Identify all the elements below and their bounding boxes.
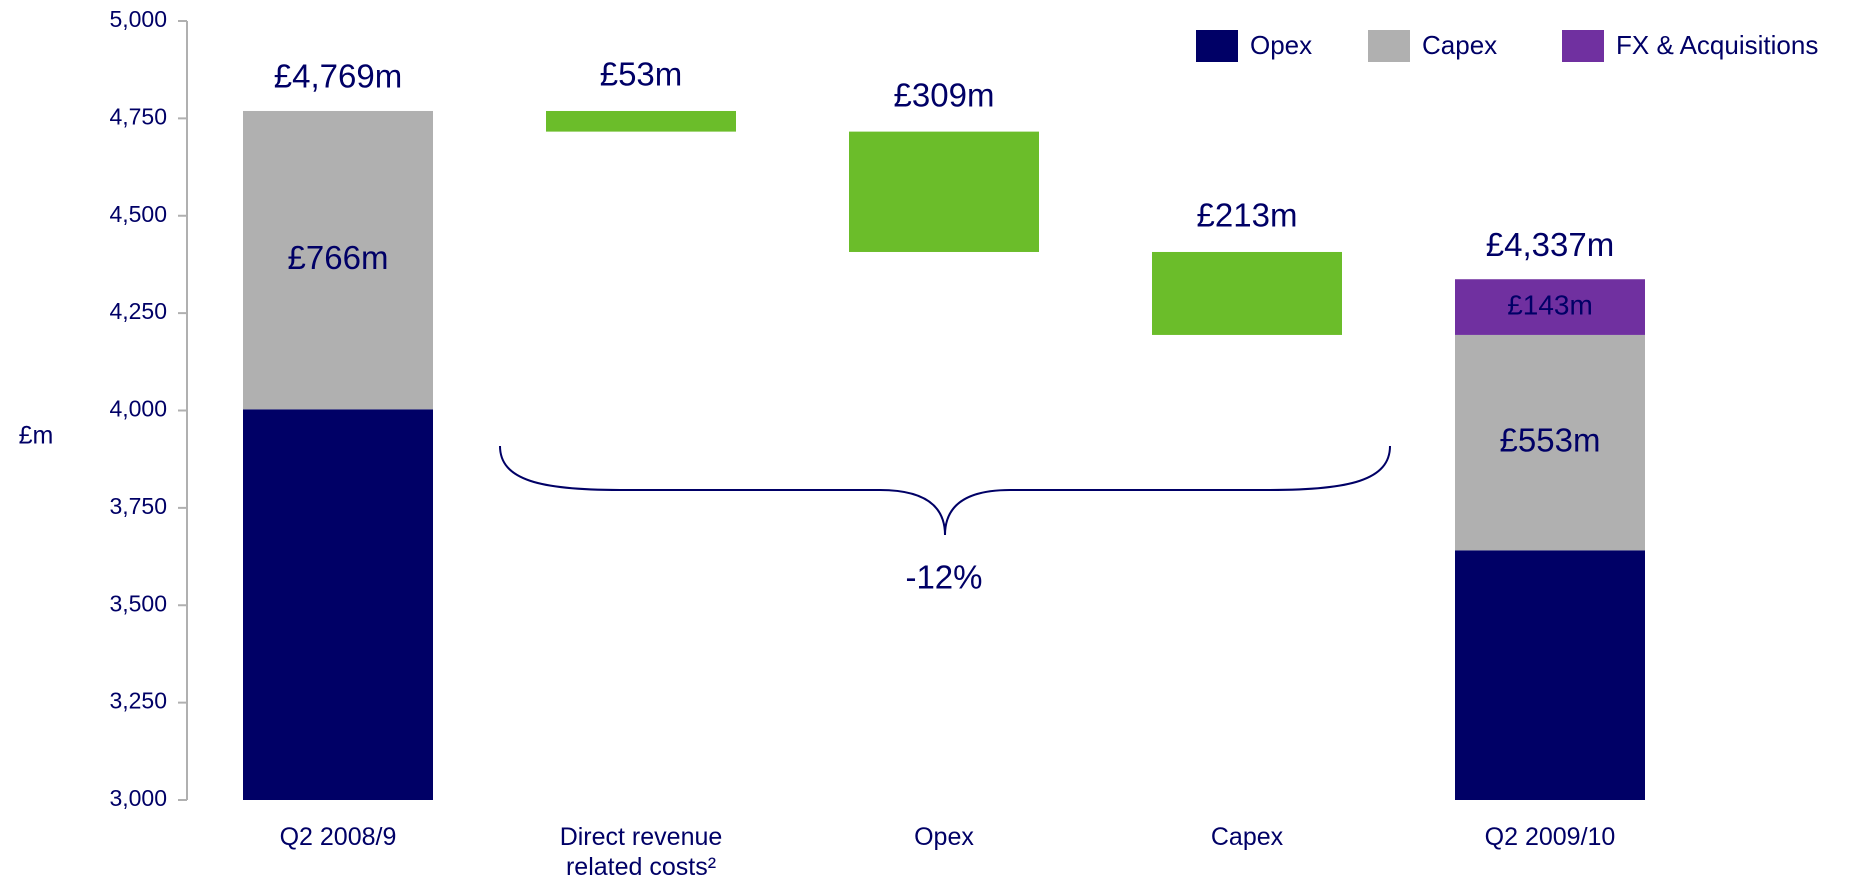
legend-swatch <box>1368 30 1410 62</box>
y-tick-label: 4,750 <box>109 103 167 129</box>
legend-swatch <box>1562 30 1604 62</box>
y-tick-label: 4,000 <box>109 396 167 422</box>
stack-segment <box>243 110 433 410</box>
change-bar <box>546 110 736 132</box>
y-tick-label: 3,000 <box>109 785 167 811</box>
y-tick-label: 5,000 <box>109 6 167 32</box>
legend-label: Capex <box>1422 30 1497 60</box>
x-tick-label: Opex <box>914 823 974 851</box>
y-tick-label: 4,250 <box>109 298 167 324</box>
y-tick-label: 3,750 <box>109 493 167 519</box>
y-tick-label: 3,500 <box>109 590 167 616</box>
legend-swatch <box>1196 30 1238 62</box>
x-tick-label: Capex <box>1210 823 1284 851</box>
segment-label: £553m <box>1500 421 1601 458</box>
change-bar <box>849 131 1039 252</box>
y-tick-label: 4,500 <box>109 201 167 227</box>
segment-label: £3,641m <box>1486 654 1614 691</box>
segment-label: £766m <box>288 239 389 276</box>
change-label: £309m <box>894 76 995 113</box>
stack-segment <box>1455 334 1645 551</box>
stack-segment <box>1455 279 1645 335</box>
y-axis-label: £m <box>19 422 54 450</box>
annotation: -12% <box>905 559 982 596</box>
segment-label: £4,003m <box>274 583 402 620</box>
change-label: £213m <box>1197 197 1298 234</box>
legend-label: Opex <box>1250 30 1312 60</box>
x-tick-label: Q2 2009/10 <box>1484 823 1616 851</box>
legend-label: FX & Acquisitions <box>1616 30 1818 60</box>
total-label: £4,769m <box>274 58 402 95</box>
stack-segment <box>243 409 433 800</box>
x-tick-label: Direct revenue related costs² <box>559 823 723 881</box>
x-tick-label: Q2 2008/9 <box>279 823 397 851</box>
stack-segment <box>1455 550 1645 800</box>
change-label: £53m <box>600 56 683 93</box>
brace <box>499 445 1391 536</box>
total-label: £4,337m <box>1486 226 1614 263</box>
segment-label: £143m <box>1507 289 1593 320</box>
change-bar <box>1152 251 1342 335</box>
y-tick-label: 3,250 <box>109 688 167 714</box>
